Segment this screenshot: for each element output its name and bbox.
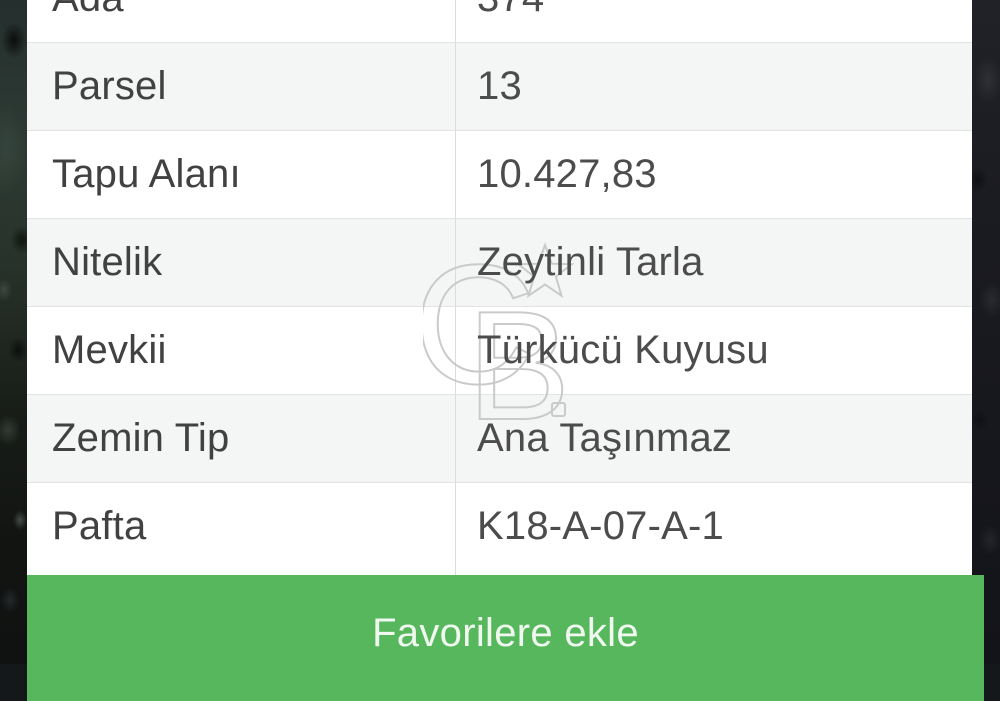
row-value: Zeytinli Tarla — [455, 219, 972, 306]
row-value: 374 — [455, 0, 972, 42]
row-value: 10.427,83 — [455, 131, 972, 218]
parcel-info-table: Ada 374 Parsel 13 Tapu Alanı 10.427,83 N… — [27, 0, 972, 575]
table-bottom-spacer — [27, 570, 972, 575]
row-value: Ana Taşınmaz — [455, 395, 972, 482]
table-row-ada: Ada 374 — [27, 0, 972, 42]
map-background-left — [0, 0, 27, 664]
table-row-nitelik: Nitelik Zeytinli Tarla — [27, 218, 972, 306]
row-value: 13 — [455, 43, 972, 130]
table-row-parsel: Parsel 13 — [27, 42, 972, 130]
map-background-right — [972, 0, 1000, 664]
row-label: Zemin Tip — [52, 416, 230, 460]
row-label: Tapu Alanı — [52, 152, 241, 196]
table-row-mevkii: Mevkii Türkücü Kuyusu — [27, 306, 972, 394]
row-label: Parsel — [52, 64, 167, 108]
row-label: Mevkii — [52, 328, 167, 372]
row-label: Ada — [27, 0, 455, 42]
row-label: Nitelik — [52, 240, 163, 284]
row-value: K18-A-07-A-1 — [455, 483, 972, 570]
table-row-zemin-tip: Zemin Tip Ana Taşınmaz — [27, 394, 972, 482]
row-value: Türkücü Kuyusu — [455, 307, 972, 394]
table-row-tapu-alani: Tapu Alanı 10.427,83 — [27, 130, 972, 218]
add-to-favorites-button[interactable]: Favorilere ekle — [27, 575, 984, 701]
row-label: Pafta — [52, 504, 147, 548]
table-row-pafta: Pafta K18-A-07-A-1 — [27, 482, 972, 570]
